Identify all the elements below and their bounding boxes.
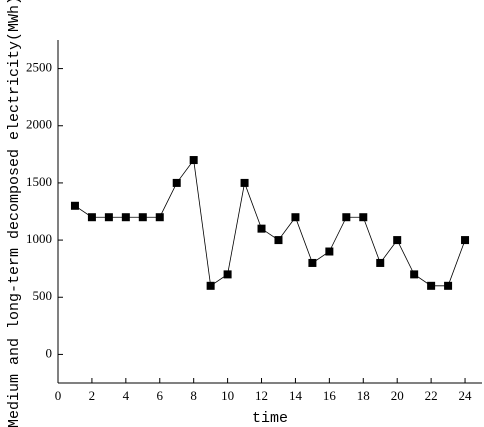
y-axis-label: Medium and long-term decomposed electric… bbox=[6, 0, 23, 427]
data-point bbox=[206, 281, 215, 290]
data-point bbox=[189, 156, 198, 165]
x-tick-label: 16 bbox=[323, 388, 337, 403]
data-point bbox=[155, 213, 164, 222]
x-tick-label: 2 bbox=[89, 388, 96, 403]
data-point bbox=[359, 213, 368, 222]
x-tick-label: 10 bbox=[221, 388, 234, 403]
data-point bbox=[325, 247, 334, 256]
x-tick-label: 0 bbox=[55, 388, 62, 403]
x-tick-label: 12 bbox=[255, 388, 268, 403]
data-point bbox=[274, 236, 283, 245]
data-point bbox=[172, 178, 181, 187]
x-tick-label: 4 bbox=[123, 388, 130, 403]
data-point bbox=[121, 213, 130, 222]
data-point bbox=[240, 178, 249, 187]
data-point bbox=[342, 213, 351, 222]
x-tick-label: 8 bbox=[190, 388, 197, 403]
x-tick-label: 22 bbox=[425, 388, 438, 403]
data-point bbox=[257, 224, 266, 233]
data-point bbox=[376, 258, 385, 267]
y-tick-label: 2500 bbox=[26, 60, 52, 75]
x-tick-label: 24 bbox=[459, 388, 473, 403]
data-point bbox=[87, 213, 96, 222]
y-tick-label: 1000 bbox=[26, 231, 52, 246]
data-point bbox=[223, 270, 232, 279]
data-point bbox=[70, 201, 79, 210]
y-tick-label: 0 bbox=[46, 345, 53, 360]
x-tick-label: 18 bbox=[357, 388, 370, 403]
data-point bbox=[427, 281, 436, 290]
x-tick-label: 14 bbox=[289, 388, 303, 403]
data-line bbox=[74, 159, 466, 287]
data-point bbox=[308, 258, 317, 267]
data-point bbox=[393, 236, 402, 245]
x-tick-label: 20 bbox=[391, 388, 404, 403]
x-tick-label: 6 bbox=[157, 388, 164, 403]
data-point bbox=[104, 213, 113, 222]
data-point bbox=[444, 281, 453, 290]
y-tick-label: 1500 bbox=[26, 174, 52, 189]
data-point bbox=[410, 270, 419, 279]
y-tick-label: 500 bbox=[33, 288, 53, 303]
x-axis-label: time bbox=[252, 410, 288, 427]
y-tick-label: 2000 bbox=[26, 117, 52, 132]
data-point bbox=[138, 213, 147, 222]
data-point bbox=[461, 236, 470, 245]
data-point bbox=[291, 213, 300, 222]
